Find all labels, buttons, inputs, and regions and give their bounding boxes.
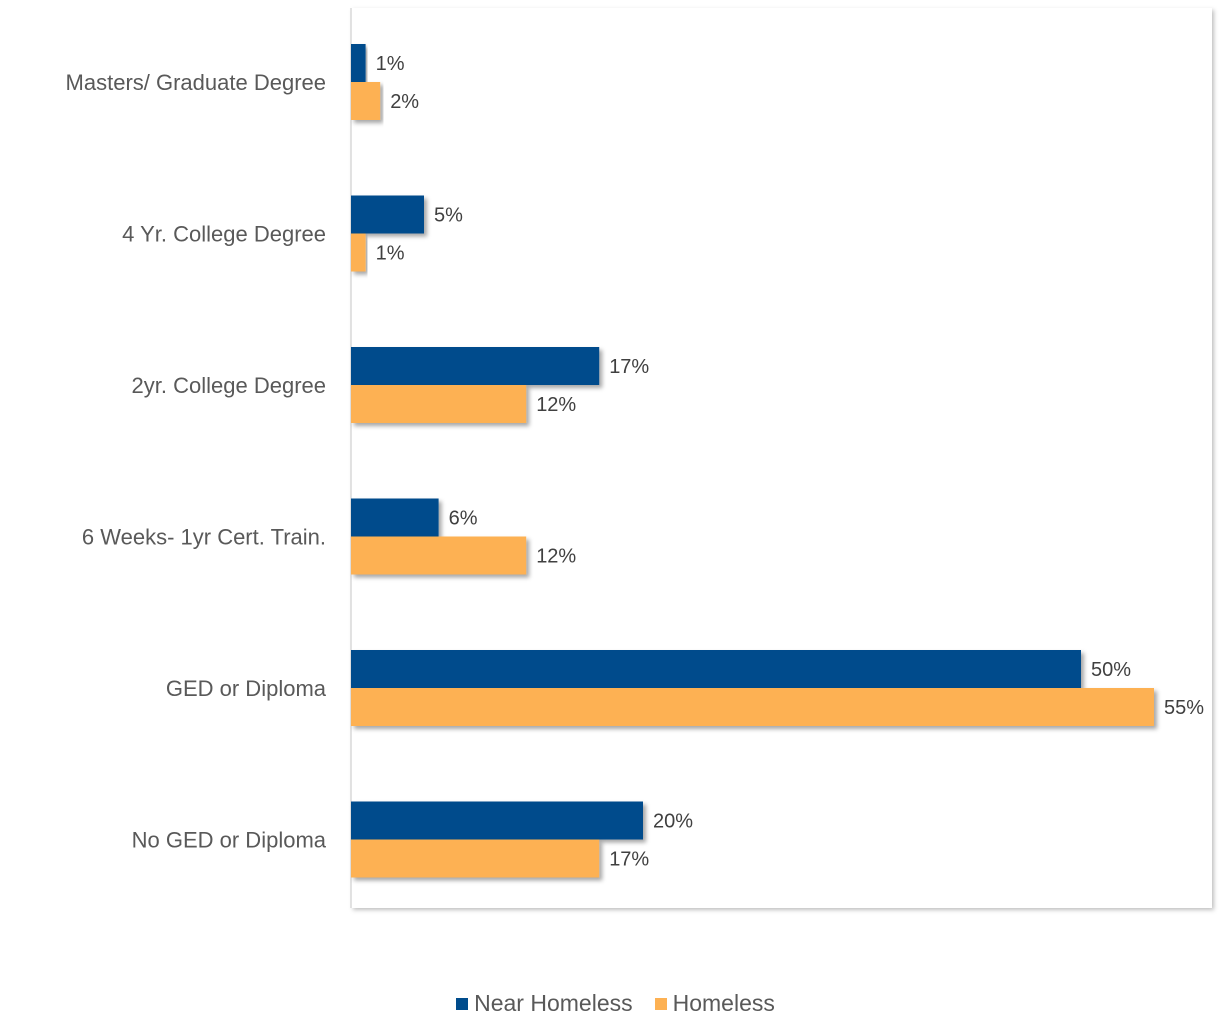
plot-area-background (351, 8, 1212, 908)
bar-homeless-6-weeks-1yr-cert-train (351, 536, 527, 575)
legend-swatch-near-homeless (456, 997, 469, 1010)
category-label-4-yr-college-degree: 4 Yr. College Degree (122, 222, 326, 247)
category-labels: Masters/ Graduate Degree 4 Yr. College De… (66, 70, 327, 853)
legend-label-homeless: Homeless (672, 990, 775, 1016)
category-label-2yr-college-degree: 2yr. College Degree (132, 373, 326, 398)
value-label-near-homeless-6-weeks-1yr-cert-train: 6% (449, 508, 478, 530)
value-label-homeless-no-ged-or-diploma: 17% (609, 849, 649, 871)
category-label-masters-graduate-degree: Masters/ Graduate Degree (66, 70, 326, 95)
value-label-near-homeless-no-ged-or-diploma: 20% (653, 811, 693, 833)
plot-area-frame (350, 8, 1212, 908)
category-label-ged-or-diploma: GED or Diploma (166, 676, 327, 701)
value-label-homeless-ged-or-diploma: 55% (1164, 697, 1204, 719)
bar-near-homeless-2yr-college-degree (351, 347, 600, 385)
legend-item-homeless: Homeless (654, 990, 775, 1017)
bar-near-homeless-masters-graduate-degree (351, 44, 366, 82)
category-label-6-weeks-1yr-cert-train: 6 Weeks- 1yr Cert. Train. (82, 525, 326, 550)
bar-homeless-ged-or-diploma (351, 688, 1154, 726)
legend-item-near-homeless: Near Homeless (456, 990, 633, 1017)
bar-near-homeless-4-yr-college-degree (351, 195, 424, 234)
value-label-homeless-masters-graduate-degree: 2% (390, 91, 419, 113)
bar-near-homeless-ged-or-diploma (351, 650, 1081, 688)
bar-near-homeless-no-ged-or-diploma (351, 801, 643, 840)
bars-group (351, 44, 1154, 878)
bar-homeless-4-yr-college-degree (351, 233, 366, 272)
bar-homeless-2yr-college-degree (351, 385, 527, 423)
value-labels: 1%2%5%1%17%12%6%12%50%55%20%17% (376, 53, 1205, 871)
bar-near-homeless-6-weeks-1yr-cert-train (351, 498, 439, 537)
legend-swatch-homeless (654, 997, 667, 1010)
value-label-homeless-6-weeks-1yr-cert-train: 12% (536, 546, 576, 568)
legend-label-near-homeless: Near Homeless (474, 990, 633, 1016)
value-label-homeless-4-yr-college-degree: 1% (376, 243, 405, 265)
value-label-near-homeless-ged-or-diploma: 50% (1091, 659, 1131, 681)
value-label-homeless-2yr-college-degree: 12% (536, 394, 576, 416)
legend: Near Homeless Homeless (0, 990, 1231, 1017)
value-label-near-homeless-4-yr-college-degree: 5% (434, 205, 463, 227)
bar-homeless-no-ged-or-diploma (351, 839, 600, 878)
value-label-near-homeless-2yr-college-degree: 17% (609, 356, 649, 378)
bar-homeless-masters-graduate-degree (351, 82, 381, 120)
category-label-no-ged-or-diploma: No GED or Diploma (132, 828, 327, 853)
value-label-near-homeless-masters-graduate-degree: 1% (376, 53, 405, 75)
